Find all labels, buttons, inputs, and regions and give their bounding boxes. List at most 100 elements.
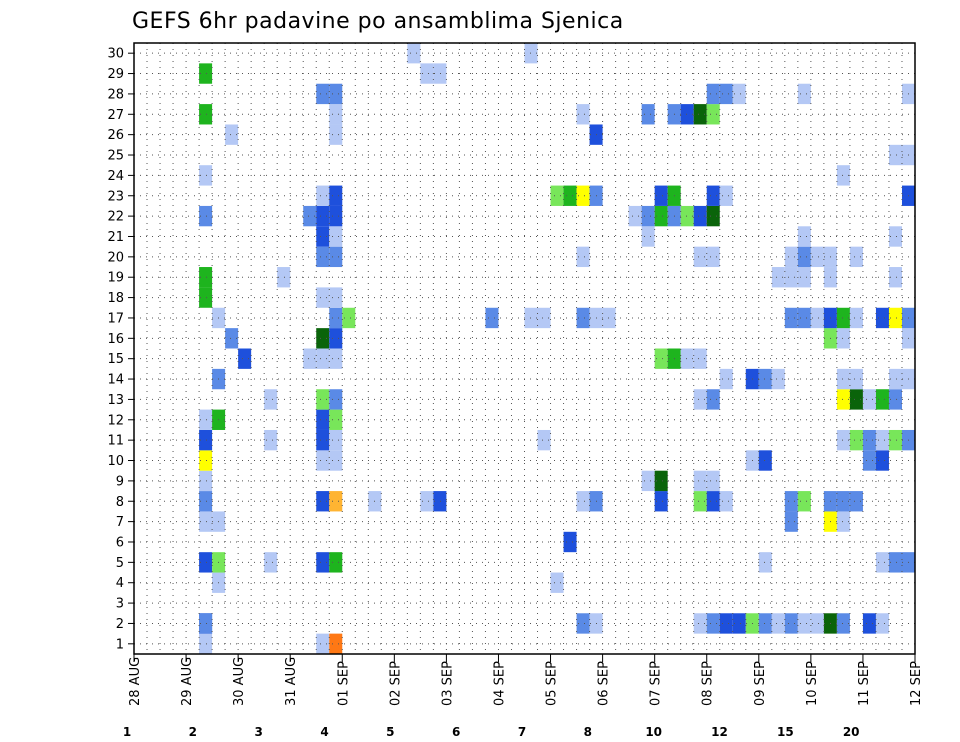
cell-188 <box>888 144 902 166</box>
cell-7 <box>693 613 707 634</box>
ytick-label-8: 8 <box>116 495 124 510</box>
cell-28 <box>758 552 772 573</box>
colorbar-label-1: 1 <box>123 725 131 739</box>
cell-26 <box>316 552 330 573</box>
cell-146 <box>888 267 902 288</box>
cell-83 <box>316 409 330 430</box>
cell-195 <box>329 104 343 125</box>
ytick-label-10: 10 <box>107 454 124 469</box>
cell-30 <box>888 552 902 573</box>
cell-173 <box>706 205 720 227</box>
colorbar-label-7: 7 <box>518 725 526 739</box>
cell-55 <box>199 470 213 492</box>
cell-27 <box>329 552 343 573</box>
cell-50 <box>784 491 798 512</box>
cell-176 <box>550 185 564 206</box>
cell-156 <box>849 246 863 268</box>
cell-57 <box>654 470 668 492</box>
ytick-label-30: 30 <box>107 47 124 62</box>
cell-39 <box>316 491 330 512</box>
cell-8 <box>706 613 720 634</box>
xtick-label-3: 31 AUG <box>284 657 299 706</box>
cell-106 <box>303 348 317 369</box>
cell-67 <box>199 429 213 451</box>
cell-58 <box>693 470 707 492</box>
ytick-label-19: 19 <box>107 271 124 286</box>
cell-88 <box>693 389 707 410</box>
cell-60 <box>199 450 213 471</box>
cell-112 <box>693 348 707 369</box>
cell-134 <box>875 307 889 329</box>
cell-15 <box>797 613 811 634</box>
cell-86 <box>329 389 343 410</box>
cell-74 <box>862 429 876 451</box>
ytick-label-13: 13 <box>107 393 124 408</box>
colorbar-legend: 1 2 3 4 5 6 7 8 10 12 15 20 <box>123 725 860 739</box>
cell-48 <box>706 491 720 512</box>
cell-85 <box>316 389 330 410</box>
cell-53 <box>836 491 850 512</box>
cell-202 <box>316 83 330 105</box>
cells-layer <box>199 43 915 654</box>
cell-183 <box>719 185 733 206</box>
xtick-label-10: 07 SEP <box>649 661 664 706</box>
cell-175 <box>329 185 343 206</box>
cell-117 <box>836 328 850 349</box>
xtick-label-8: 05 SEP <box>545 661 560 706</box>
cell-113 <box>225 328 239 349</box>
cell-161 <box>888 226 902 247</box>
cell-149 <box>576 246 590 268</box>
cell-171 <box>680 205 694 227</box>
colorbar-label-3: 3 <box>254 725 262 739</box>
cell-143 <box>784 267 798 288</box>
ytick-label-24: 24 <box>107 169 124 184</box>
ytick-label-29: 29 <box>107 67 124 82</box>
cell-140 <box>199 267 213 288</box>
cell-62 <box>329 450 343 471</box>
cell-165 <box>316 205 330 227</box>
cell-138 <box>316 287 330 308</box>
cell-129 <box>797 307 811 329</box>
cell-40 <box>329 491 343 512</box>
cell-92 <box>862 389 876 410</box>
cell-47 <box>693 491 707 512</box>
cell-120 <box>329 307 343 329</box>
colorbar-label-6: 6 <box>452 725 460 739</box>
cell-137 <box>199 287 213 308</box>
ytick-label-12: 12 <box>107 413 124 428</box>
colorbar-label-2: 2 <box>189 725 197 739</box>
xtick-label-9: 06 SEP <box>597 661 612 706</box>
cell-128 <box>784 307 798 329</box>
cell-130 <box>810 307 824 329</box>
cell-66 <box>875 450 889 471</box>
colorbar-label-8: 8 <box>584 725 592 739</box>
ytick-label-25: 25 <box>107 149 124 164</box>
cell-114 <box>316 328 330 349</box>
cell-122 <box>485 307 499 329</box>
cell-144 <box>797 267 811 288</box>
cell-213 <box>433 63 447 84</box>
colorbar-label-15: 15 <box>777 725 794 739</box>
cell-44 <box>576 491 590 512</box>
colorbar-label-4: 4 <box>320 725 328 739</box>
cell-207 <box>797 83 811 105</box>
ytick-label-15: 15 <box>107 352 124 367</box>
ytick-label-7: 7 <box>116 515 124 530</box>
xtick-label-6: 03 SEP <box>440 661 455 706</box>
xtick-label-5: 02 SEP <box>388 661 403 706</box>
cell-87 <box>264 389 278 410</box>
cell-19 <box>862 613 876 634</box>
cell-71 <box>537 429 551 451</box>
cell-61 <box>316 450 330 471</box>
cell-125 <box>576 307 590 329</box>
ytick-label-14: 14 <box>107 373 124 388</box>
cell-84 <box>329 409 343 430</box>
cell-133 <box>849 307 863 329</box>
ytick-label-6: 6 <box>116 535 124 550</box>
cell-194 <box>199 104 213 125</box>
cell-107 <box>316 348 330 369</box>
cell-93 <box>875 389 889 410</box>
cell-151 <box>706 246 720 268</box>
cell-203 <box>329 83 343 105</box>
cell-10 <box>732 613 746 634</box>
